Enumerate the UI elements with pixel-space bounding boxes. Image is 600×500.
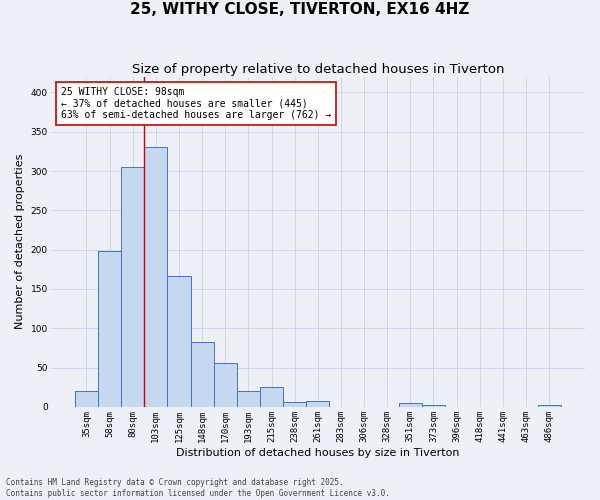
- Bar: [538, 404, 561, 407]
- X-axis label: Distribution of detached houses by size in Tiverton: Distribution of detached houses by size …: [176, 448, 460, 458]
- Bar: [260, 388, 283, 407]
- Text: 25 WITHY CLOSE: 98sqm
← 37% of detached houses are smaller (445)
63% of semi-det: 25 WITHY CLOSE: 98sqm ← 37% of detached …: [61, 86, 332, 120]
- Bar: [399, 403, 422, 407]
- Bar: [422, 406, 445, 407]
- Bar: [306, 402, 329, 407]
- Bar: [144, 148, 167, 407]
- Title: Size of property relative to detached houses in Tiverton: Size of property relative to detached ho…: [131, 62, 504, 76]
- Y-axis label: Number of detached properties: Number of detached properties: [15, 154, 25, 330]
- Bar: [283, 402, 306, 407]
- Bar: [191, 342, 214, 407]
- Bar: [167, 276, 191, 407]
- Text: 25, WITHY CLOSE, TIVERTON, EX16 4HZ: 25, WITHY CLOSE, TIVERTON, EX16 4HZ: [130, 2, 470, 18]
- Bar: [121, 167, 144, 407]
- Bar: [98, 251, 121, 407]
- Bar: [237, 391, 260, 407]
- Text: Contains HM Land Registry data © Crown copyright and database right 2025.
Contai: Contains HM Land Registry data © Crown c…: [6, 478, 390, 498]
- Bar: [75, 391, 98, 407]
- Bar: [214, 363, 237, 407]
